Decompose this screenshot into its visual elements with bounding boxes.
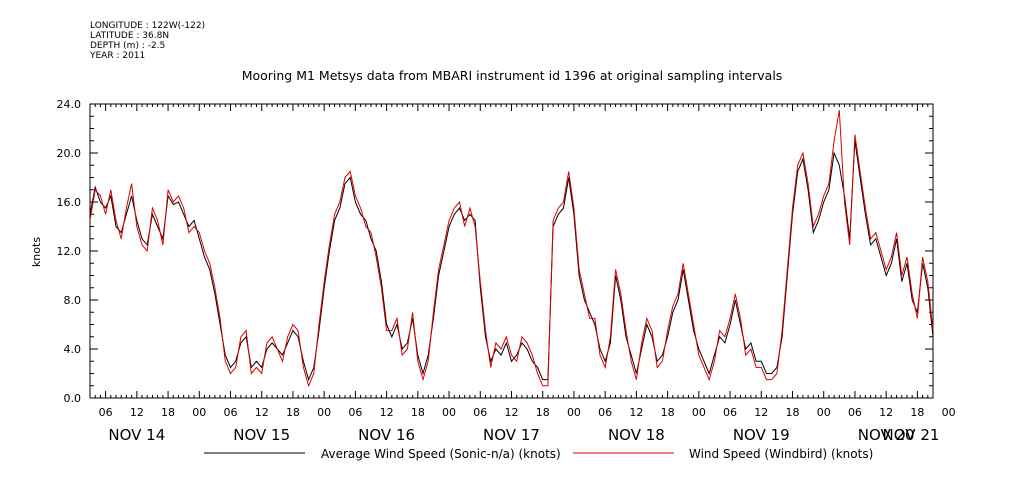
y-axis-ticks: 0.0 4.0 8.0 12.0 16.0 20.0 24.0 — [57, 98, 933, 405]
chart-title: Mooring M1 Metsys data from MBARI instru… — [242, 68, 783, 83]
x-tick-label: 00 — [442, 406, 456, 419]
x-tick-label: 18 — [411, 406, 425, 419]
series-line-average-wind — [89, 140, 934, 382]
y-tick-label: 20.0 — [57, 147, 82, 160]
y-tick-label: 16.0 — [57, 196, 82, 209]
x-tick-label: 06 — [598, 406, 612, 419]
x-day-label: NOV 16 — [358, 426, 415, 444]
x-day-label: NOV 14 — [108, 426, 165, 444]
y-tick-label: 4.0 — [64, 343, 82, 356]
series-line-windbird — [89, 110, 934, 388]
metadata-year: YEAR : 2011 — [90, 51, 146, 61]
legend-label-average-wind: Average Wind Speed (Sonic-n/a) (knots) — [321, 447, 561, 461]
x-tick-label: 00 — [317, 406, 331, 419]
x-tick-label: 12 — [505, 406, 519, 419]
x-day-label: NOV 21 — [883, 426, 940, 444]
y-tick-label: 12.0 — [57, 245, 82, 258]
x-day-label: NOV 18 — [608, 426, 665, 444]
x-day-label: NOV 15 — [233, 426, 290, 444]
x-tick-label: 18 — [161, 406, 175, 419]
x-tick-label: 12 — [130, 406, 144, 419]
y-tick-label: 8.0 — [64, 294, 82, 307]
y-tick-label: 24.0 — [57, 98, 82, 111]
x-tick-label: 12 — [879, 406, 893, 419]
x-day-label: NOV 20 — [858, 426, 915, 444]
x-tick-label: 12 — [629, 406, 643, 419]
x-day-label: NOV 17 — [483, 426, 540, 444]
y-tick-label: 0.0 — [64, 392, 82, 405]
x-tick-label: 06 — [473, 406, 487, 419]
x-tick-label: 06 — [99, 406, 113, 419]
legend-label-windbird: Wind Speed (Windbird) (knots) — [689, 447, 873, 461]
x-tick-label: 06 — [723, 406, 737, 419]
x-tick-label: 12 — [380, 406, 394, 419]
x-tick-label: 00 — [817, 406, 831, 419]
x-tick-label: 00 — [942, 406, 956, 419]
series-layer — [89, 110, 934, 388]
metadata-longitude: LONGITUDE : 122W(-122) — [90, 21, 206, 31]
x-tick-label: 18 — [536, 406, 550, 419]
x-tick-label: 00 — [692, 406, 706, 419]
x-axis-ticks: 06 12 18 00 06 12 18 00 06 12 18 00 06 12 18 00 06 12 18 00… — [89, 104, 956, 444]
x-tick-label: 18 — [661, 406, 675, 419]
x-day-label: NOV 19 — [733, 426, 790, 444]
x-tick-label: 06 — [224, 406, 238, 419]
x-tick-label: 18 — [286, 406, 300, 419]
x-tick-label: 06 — [848, 406, 862, 419]
x-tick-label: 00 — [567, 406, 581, 419]
metadata-depth: DEPTH (m) : -2.5 — [90, 41, 166, 51]
x-tick-label: 12 — [754, 406, 768, 419]
x-tick-label: 00 — [192, 406, 206, 419]
x-tick-label: 18 — [786, 406, 800, 419]
metadata-block: LONGITUDE : 122W(-122) LATITUDE : 36.8N … — [90, 21, 205, 61]
x-tick-label: 06 — [348, 406, 362, 419]
metadata-latitude: LATITUDE : 36.8N — [90, 31, 170, 41]
x-tick-label: 18 — [910, 406, 924, 419]
y-axis-label: knots — [30, 237, 43, 267]
x-tick-label: 12 — [255, 406, 269, 419]
